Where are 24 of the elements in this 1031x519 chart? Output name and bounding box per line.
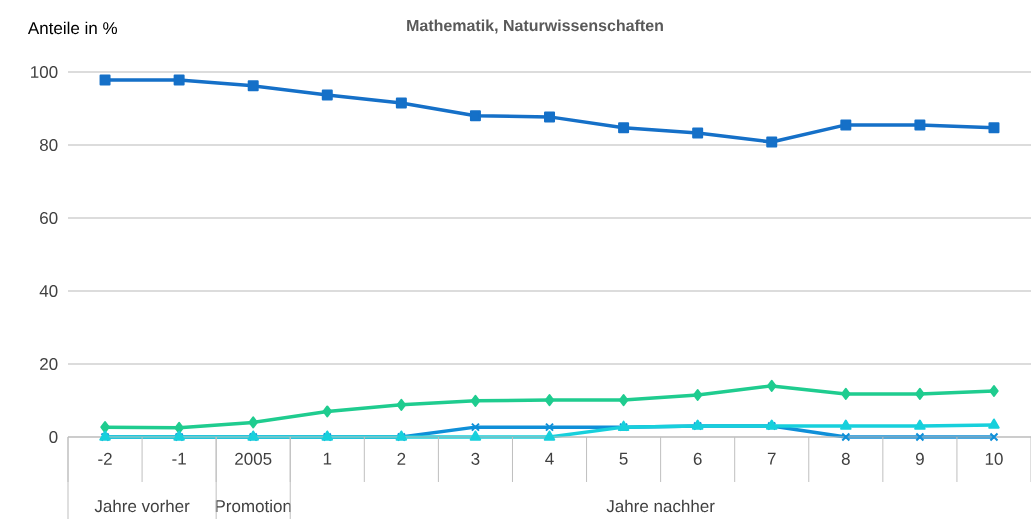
x-tick-label: 6 bbox=[693, 452, 702, 465]
x-tick-label: 4 bbox=[545, 452, 554, 465]
chart-title: Mathematik, Naturwissenschaften bbox=[407, 19, 663, 34]
x-tick-label: 3 bbox=[471, 452, 480, 465]
x-tick-label: 1 bbox=[323, 452, 332, 465]
x-tick-label: 5 bbox=[619, 452, 628, 465]
y-tick-label: 60 bbox=[40, 211, 58, 225]
x-tick-label: -1 bbox=[172, 452, 186, 465]
text: Jahre nachher bbox=[606, 499, 715, 513]
x-tick-label: 8 bbox=[841, 452, 850, 465]
y-tick-label: 0 bbox=[49, 430, 58, 444]
y-tick-label: 40 bbox=[39, 284, 58, 298]
y-tick-label: 80 bbox=[39, 138, 58, 152]
y-tick-label: 20 bbox=[40, 357, 58, 371]
y-axis-title: Anteile in % bbox=[27, 21, 118, 35]
x-tick-label: -2 bbox=[98, 452, 112, 465]
x-tick-label: 2 bbox=[397, 452, 406, 465]
x-tick-label: 7 bbox=[767, 452, 776, 465]
text: Promotion bbox=[215, 499, 291, 513]
y-tick-label: 100 bbox=[31, 65, 58, 79]
text: Jahre vorher bbox=[94, 499, 190, 513]
x-tick-label: 9 bbox=[915, 452, 924, 465]
x-tick-label: 10 bbox=[985, 452, 1003, 465]
x-tick-label: 2005 bbox=[235, 452, 272, 465]
